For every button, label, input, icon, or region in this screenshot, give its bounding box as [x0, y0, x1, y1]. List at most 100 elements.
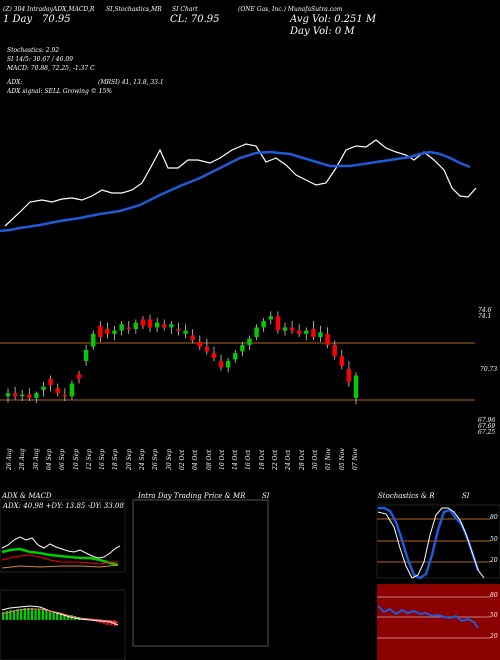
date-tick-label: 18 Sep — [112, 448, 120, 470]
macd-bar — [66, 615, 70, 620]
stoch-level-20-label: 20 — [490, 557, 498, 564]
macd-bar — [106, 620, 109, 625]
date-tick-label: 04 Oct — [192, 449, 200, 470]
date-tick-label: 24 Sep — [139, 448, 146, 470]
candle-body — [254, 327, 259, 338]
macd-bar — [12, 610, 16, 620]
macd-value: MACD: 70.88, 72.25, -1.37 C — [7, 65, 95, 72]
price-level-3: 67.96 — [478, 417, 496, 424]
date-tick-label: 04 Sep — [45, 448, 53, 470]
macd-bar — [2, 612, 5, 620]
candle-body — [112, 330, 117, 334]
stoch-level-80-label: 80 — [490, 514, 498, 521]
candle-body — [140, 319, 146, 326]
candlestick-group — [5, 311, 359, 405]
candle-body — [76, 373, 82, 379]
date-tick-label: 22 Oct — [272, 449, 279, 470]
header-line1-mid: SI,Stochastics,MR — [106, 6, 162, 13]
candle-body — [169, 324, 174, 328]
candle-body — [69, 383, 75, 397]
header-line1-right: (ONE Gas, Inc.) MunafaSutra.com — [238, 6, 343, 13]
candle-body — [289, 327, 295, 331]
date-tick-label: 06 Sep — [59, 448, 67, 470]
date-tick-label: 02 Oct — [178, 449, 186, 470]
date-tick-label: 30 Sep — [165, 448, 173, 470]
macd-bar — [9, 610, 12, 620]
macd-bar — [38, 609, 41, 620]
candle-body — [247, 338, 252, 346]
macd-bar — [30, 608, 34, 620]
date-tick-label: 28 Aug — [19, 448, 27, 470]
candle-body — [197, 341, 202, 347]
macd-bar — [27, 608, 30, 620]
date-tick-label: 18 Oct — [258, 449, 266, 470]
macd-bar — [45, 610, 48, 620]
candle-body — [240, 345, 245, 352]
date-tick-label: 30 Oct — [311, 449, 319, 470]
rsi-panel — [377, 584, 500, 660]
avg-vol: Avg Vol: 0.251 M — [290, 14, 377, 25]
candle-body — [339, 356, 344, 366]
candle-body — [55, 388, 60, 394]
macd-bar — [5, 611, 8, 620]
candle-body — [282, 327, 288, 331]
candle-body — [318, 332, 323, 338]
close-label: CL: 70.95 — [170, 14, 220, 25]
date-tick-label: 24 Oct — [285, 449, 293, 470]
date-tick-label: 14 Oct — [232, 449, 240, 470]
price-level-2: 70.73 — [480, 366, 498, 373]
price-level-4: 67.69 — [478, 423, 496, 430]
candle-body — [332, 345, 337, 357]
header-line1-mid2: SI Chart — [172, 6, 198, 13]
macd-bar — [16, 609, 19, 620]
candle-body — [62, 394, 68, 397]
date-tick-label: 08 Oct — [205, 449, 213, 470]
rsi-level-80-label: 80 — [490, 592, 498, 599]
rsi-line — [377, 605, 479, 629]
date-tick-label: 07 Nov — [351, 448, 359, 470]
candle-body — [211, 353, 217, 358]
macd-bar — [41, 610, 44, 620]
macd-bar — [63, 614, 66, 620]
candle-body — [147, 319, 153, 328]
candle-body — [133, 322, 139, 330]
price-level-0: 74.6 — [478, 307, 492, 314]
macd-panel — [0, 589, 126, 660]
candle-body — [233, 353, 238, 360]
adx-line — [1, 536, 121, 559]
intraday-panel-title: Intra Day Trading Price & MR — [138, 492, 246, 500]
intraday-panel — [132, 499, 269, 647]
stoch-panel-title: Stochastics & R — [378, 492, 435, 500]
candle-body — [105, 329, 110, 334]
adx-signal: ADX signal: SELL Growing © 15% — [7, 88, 112, 95]
candle-body — [225, 361, 231, 368]
candle-body — [204, 346, 210, 352]
candle-body — [268, 316, 273, 320]
macd-signal-line — [1, 608, 119, 624]
intraday-panel-title2: SI — [262, 492, 270, 500]
plus-dy-line — [1, 547, 119, 567]
date-tick-label: 05 Nov — [338, 448, 346, 470]
candle-body — [353, 375, 359, 398]
date-tick-label: 20 Sep — [125, 448, 133, 470]
date-tick-label: 10 Sep — [72, 448, 80, 470]
macd-line — [1, 605, 119, 626]
adx-label: ADX: — [7, 79, 23, 86]
macd-bar — [23, 608, 26, 620]
candle-body — [154, 322, 160, 328]
candle-body — [183, 330, 188, 334]
candle-body — [20, 394, 25, 397]
moving-average-line — [0, 150, 471, 233]
candle-body — [261, 321, 266, 328]
macd-bar — [113, 620, 116, 626]
candle-body — [126, 327, 131, 330]
candle-body — [5, 393, 11, 397]
date-tick-label: 26 Sep — [152, 448, 160, 470]
candle-body — [12, 393, 18, 397]
candle-body — [119, 324, 124, 331]
date-tick-label: 16 Sep — [99, 448, 107, 470]
minus-dy-line — [1, 554, 118, 565]
rsi-level-50-label: 50 — [490, 612, 498, 619]
candle-body — [98, 325, 103, 338]
